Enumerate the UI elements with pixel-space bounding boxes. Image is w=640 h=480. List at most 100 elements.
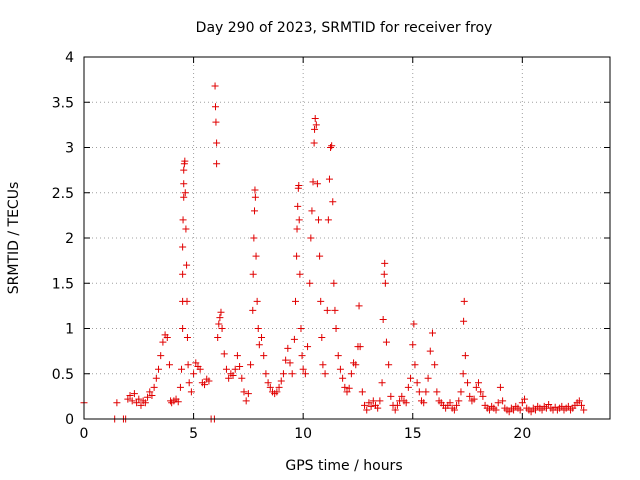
data-point [159,338,167,346]
x-tick-label: 20 [513,426,531,442]
data-point [393,401,401,409]
data-point [218,325,226,332]
data-point [247,361,255,369]
data-point [254,325,262,332]
data-point [321,370,329,378]
data-point [288,370,296,378]
data-point [183,334,191,342]
data-point [411,361,419,369]
data-point [380,270,388,278]
data-point [215,320,223,328]
data-point [187,388,195,396]
y-tick-label: 4 [65,50,74,66]
data-point [306,279,314,287]
data-point [494,399,502,407]
x-axis-label: GPS time / hours [285,458,402,474]
data-point [141,399,149,407]
data-point [575,397,583,405]
data-point [413,379,421,387]
data-point [510,406,518,414]
data-point [252,252,260,260]
data-point [251,186,259,194]
data-point [233,352,241,360]
data-point [181,157,189,165]
data-point [250,234,258,242]
data-point [251,193,259,201]
data-point [327,144,335,151]
data-point [266,383,274,391]
data-point [180,193,188,201]
data-point [253,297,261,305]
data-point [316,252,324,260]
y-tick-label: 2 [65,231,74,247]
data-point [155,365,163,373]
y-tick-label: 0.5 [52,367,74,383]
data-point [296,270,304,278]
data-point [331,306,339,314]
data-point [185,379,193,387]
data-point [212,103,219,111]
data-point [310,139,318,147]
data-point [183,297,191,305]
data-points [80,82,588,423]
data-point [262,370,270,378]
data-point [279,370,287,378]
data-point [382,338,390,346]
data-point [369,397,377,405]
data-point [240,388,248,396]
data-point [531,406,539,414]
data-point [330,279,338,287]
data-point [339,374,347,382]
data-point [516,406,524,414]
data-point [365,399,373,407]
data-point [295,216,303,224]
data-point [295,182,303,190]
data-point [293,252,301,260]
data-point [298,352,306,360]
data-point [301,370,309,378]
data-point [179,325,187,332]
data-point [521,395,529,403]
data-point [341,383,349,391]
data-point [178,365,186,373]
data-point [291,297,299,305]
data-point [211,82,219,90]
data-point [183,261,191,269]
data-point [317,297,325,305]
data-point [213,139,221,147]
data-point [358,388,366,396]
data-point [324,216,332,224]
data-point [231,365,239,373]
data-point [311,125,319,133]
data-point [325,175,333,183]
data-point [453,401,461,409]
data-point [275,383,283,391]
data-point [180,166,188,174]
data-point [527,408,535,416]
data-point [313,180,321,188]
data-point [332,325,340,332]
data-point [260,352,268,360]
data-point [367,402,375,410]
data-point [152,374,160,382]
data-point [376,397,384,405]
data-point [249,306,257,314]
data-point [312,121,320,129]
data-point [126,391,134,399]
data-point [485,406,493,414]
x-tick-label: 10 [294,426,312,442]
data-point [180,180,188,188]
data-point [470,395,478,403]
data-point [273,388,281,396]
data-point [578,401,586,409]
data-point [214,334,222,342]
data-point [238,374,246,382]
data-point [564,402,572,410]
y-tick-label: 0 [65,412,74,428]
data-point [124,395,132,403]
data-point [496,383,504,391]
data-point [315,216,323,224]
data-point [428,329,436,337]
data-point [293,225,301,233]
